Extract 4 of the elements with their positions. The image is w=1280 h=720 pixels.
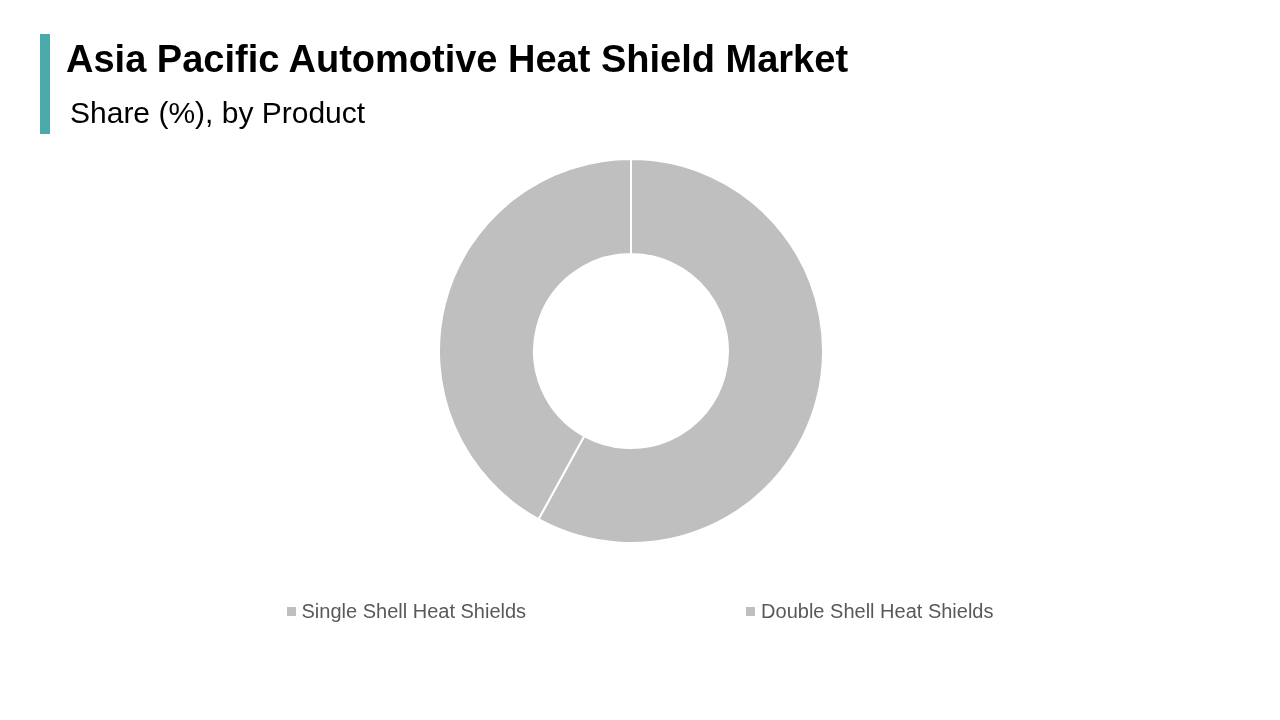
legend-label: Double Shell Heat Shields — [761, 600, 994, 623]
chart-subtitle: Share (%), by Product — [70, 96, 366, 130]
chart-title: Asia Pacific Automotive Heat Shield Market — [66, 38, 849, 81]
legend-label: Single Shell Heat Shields — [301, 600, 527, 623]
